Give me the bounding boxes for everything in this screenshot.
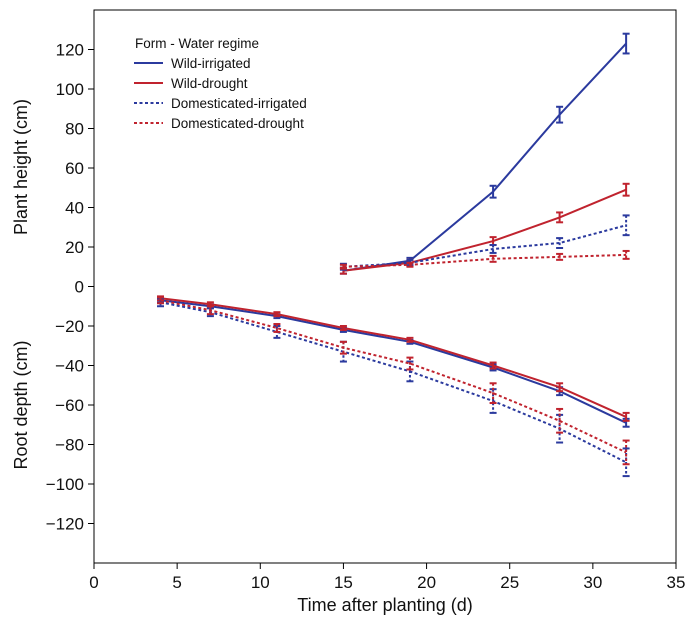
y-tick-label: −20 (55, 317, 84, 336)
y-axis: −120 −100 −80 −60 −40 −20 0 20 40 60 80 100 120 (46, 41, 94, 534)
y-tick-label: 100 (56, 80, 84, 99)
y-tick-label: −80 (55, 436, 84, 455)
series-line-domesticated-drought-root-depth (160, 299, 627, 454)
x-tick-label: 10 (251, 573, 270, 592)
legend-items: Wild-irrigated Wild-drought Domesticated-i… (134, 56, 307, 131)
series-line-domesticated-drought-plant-height (343, 253, 627, 268)
y-tick-label: 0 (75, 278, 84, 297)
y-tick-label: −40 (55, 357, 84, 376)
x-tick-label: 5 (172, 573, 181, 592)
x-tick-label: 20 (417, 573, 436, 592)
y-tick-label: 20 (65, 238, 84, 257)
legend-label-wild-drought: Wild-drought (171, 76, 248, 91)
plot-frame (93, 9, 677, 564)
y-tick-label: −120 (46, 515, 84, 534)
x-tick-label: 0 (89, 573, 98, 592)
series-line-wild-drought-plant-height (343, 188, 627, 272)
x-axis-title: Time after planting (d) (297, 595, 472, 615)
y-tick-label: 80 (65, 120, 84, 139)
y-tick-label: 120 (56, 41, 84, 60)
series-line-wild-irrigated-root-depth (160, 299, 627, 424)
series-group (157, 32, 630, 478)
legend-label-wild-irrigated: Wild-irrigated (171, 56, 251, 71)
y-tick-label: 40 (65, 199, 84, 218)
y-axis-title-root-depth: Root depth (cm) (11, 340, 31, 469)
legend-label-domesticated-irrigated: Domesticated-irrigated (171, 96, 307, 111)
x-axis: 0 5 10 15 20 25 30 35 (89, 563, 685, 592)
y-axis-title-plant-height: Plant height (cm) (11, 99, 31, 235)
y-tick-label: −100 (46, 475, 84, 494)
x-tick-label: 35 (667, 573, 686, 592)
x-tick-label: 30 (583, 573, 602, 592)
x-tick-label: 25 (500, 573, 519, 592)
legend-label-domesticated-drought: Domesticated-drought (171, 116, 304, 131)
x-tick-label: 15 (334, 573, 353, 592)
legend: Form - Water regime Wild-irrigated Wild-d… (134, 36, 307, 131)
y-tick-label: 60 (65, 159, 84, 178)
legend-title: Form - Water regime (135, 36, 259, 51)
series-line-domesticated-irrigated-plant-height (343, 224, 627, 268)
series-line-domesticated-irrigated-root-depth (160, 301, 627, 464)
series-line-wild-drought-root-depth (160, 297, 627, 418)
y-tick-label: −60 (55, 396, 84, 415)
